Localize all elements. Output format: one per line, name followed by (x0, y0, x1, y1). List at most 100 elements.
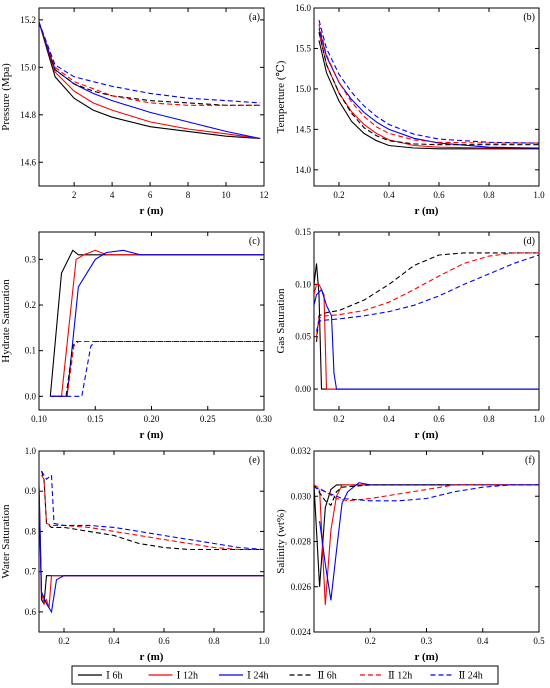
y-axis-label: Temperture (℃) (275, 60, 287, 133)
x-tick-label: 8 (186, 190, 191, 200)
x-axis-label: r (m) (415, 429, 439, 441)
panel-tag: (d) (523, 236, 535, 247)
series-line-4 (314, 484, 539, 502)
series-line-1 (314, 283, 539, 390)
plot-frame (313, 231, 540, 411)
series-line-0 (314, 263, 539, 390)
plot-frame (313, 450, 540, 633)
legend: Ⅰ 6h Ⅰ 12h Ⅰ 24h Ⅱ 6h Ⅱ 12h Ⅱ 24h (71, 665, 499, 685)
y-tick-label: 14.6 (20, 157, 36, 167)
y-axis-label: Hydrate Saturation (0, 279, 12, 363)
chart-panel-4: 0.2 0.4 0.6 0.8 1.0 0.6 0.7 0.8 0.9 1.0 r (m) Water… (0, 446, 270, 663)
chart-panel-0: 2 4 6 8 10 12 14.6 14.8 15.0 15.2 r (m) Pressure (M… (0, 7, 269, 217)
plot-frame (38, 231, 265, 411)
y-tick-label: 0.6 (25, 607, 37, 617)
legend-label-3: Ⅱ 6h (318, 671, 337, 682)
panel-tag: (c) (249, 236, 260, 247)
series-line-0 (318, 40, 539, 150)
series-line-0 (39, 22, 261, 140)
x-tick-label: 1.0 (258, 636, 270, 646)
x-tick-label: 1.0 (533, 414, 545, 424)
series-group (318, 19, 539, 150)
series-line-3 (50, 340, 264, 397)
chart-panel-2: 0.10 0.15 0.20 0.25 0.30 0.0 0.1 0.2 0.3 r (m) Hyd… (0, 231, 272, 441)
series-line-2 (318, 28, 539, 149)
series-line-4 (39, 22, 261, 106)
x-tick-label: 0.4 (383, 190, 395, 200)
series-line-3 (318, 32, 539, 146)
x-tick-label: 0.20 (144, 414, 160, 424)
series-line-5 (50, 340, 264, 397)
x-tick-label: 0.6 (158, 636, 170, 646)
y-tick-label: 0.028 (291, 537, 312, 547)
series-line-2 (39, 22, 261, 140)
x-axis-label: r (m) (140, 651, 164, 663)
series-line-4 (41, 474, 264, 551)
legend-label-1: Ⅰ 12h (177, 671, 198, 682)
y-tick-label: 15.0 (20, 62, 36, 72)
y-tick-label: 0.8 (25, 526, 37, 536)
x-tick-label: 1.0 (533, 190, 545, 200)
series-line-1 (319, 484, 539, 605)
x-tick-label: 0.30 (256, 414, 272, 424)
plot-frame (313, 7, 540, 187)
y-tick-label: 14.8 (20, 110, 36, 120)
y-tick-label: 15.2 (20, 15, 36, 25)
y-axis-label: Salinity (wt%) (275, 509, 287, 574)
y-tick-label: 0.05 (295, 332, 311, 342)
x-tick-label: 0.2 (58, 636, 69, 646)
y-tick-label: 0.024 (291, 627, 312, 637)
series-line-0 (49, 249, 264, 397)
x-tick-label: 0.6 (433, 414, 445, 424)
x-tick-label: 12 (260, 190, 269, 200)
y-axis-label: Pressure (Mpa) (0, 63, 12, 131)
y-tick-label: 0.3 (25, 254, 37, 264)
series-line-5 (318, 19, 539, 144)
series-line-1 (50, 249, 264, 397)
x-axis-label: r (m) (140, 205, 164, 217)
y-tick-label: 1.0 (25, 446, 37, 456)
y-tick-label: 0.026 (291, 582, 312, 592)
series-line-4 (315, 252, 539, 337)
y-tick-label: 0.032 (291, 446, 311, 456)
series-line-0 (314, 484, 539, 587)
x-tick-label: 0.5 (533, 636, 545, 646)
x-tick-label: 0.4 (477, 636, 489, 646)
y-tick-label: 0.1 (25, 346, 36, 356)
panel-tag: (a) (249, 12, 260, 23)
series-line-3 (315, 252, 539, 342)
legend-label-5: Ⅱ 24h (459, 671, 483, 682)
legend-label-0: Ⅰ 6h (106, 671, 122, 682)
series-line-1 (318, 32, 539, 149)
x-tick-label: 4 (110, 190, 115, 200)
y-tick-label: 0.00 (295, 384, 311, 394)
x-tick-label: 0.8 (483, 190, 495, 200)
y-tick-label: 15.5 (295, 43, 311, 53)
y-tick-label: 14.5 (295, 124, 311, 134)
y-tick-label: 0.7 (25, 567, 37, 577)
panel-tag: (b) (523, 12, 535, 23)
series-group (39, 470, 264, 614)
series-line-2 (319, 482, 539, 601)
legend-box (71, 665, 499, 685)
y-tick-label: 0.2 (25, 300, 36, 310)
panel-tag: (f) (525, 455, 535, 466)
y-axis-label: Gas Saturation (275, 288, 287, 354)
chart-panel-5: 0.2 0.3 0.4 0.5 0.024 0.026 0.028 0.030 0.032 r (… (275, 446, 545, 663)
chart-panel-3: 0.2 0.4 0.6 0.8 1.0 0.00 0.05 0.10 0.15 r (m) Gas … (275, 227, 545, 441)
y-axis-label: Water Saturation (0, 504, 12, 578)
series-line-1 (39, 487, 264, 609)
plot-frame (38, 450, 265, 633)
x-tick-label: 0.3 (421, 636, 433, 646)
x-tick-label: 0.2 (365, 636, 376, 646)
x-tick-label: 0.4 (108, 636, 120, 646)
y-tick-label: 0.10 (295, 279, 311, 289)
legend-label-4: Ⅱ 12h (388, 671, 412, 682)
x-tick-label: 2 (72, 190, 77, 200)
x-tick-label: 0.8 (208, 636, 220, 646)
series-line-5 (315, 254, 539, 332)
y-tick-label: 0.15 (295, 227, 311, 237)
panel-tag: (e) (249, 455, 260, 466)
series-line-3 (314, 484, 539, 507)
